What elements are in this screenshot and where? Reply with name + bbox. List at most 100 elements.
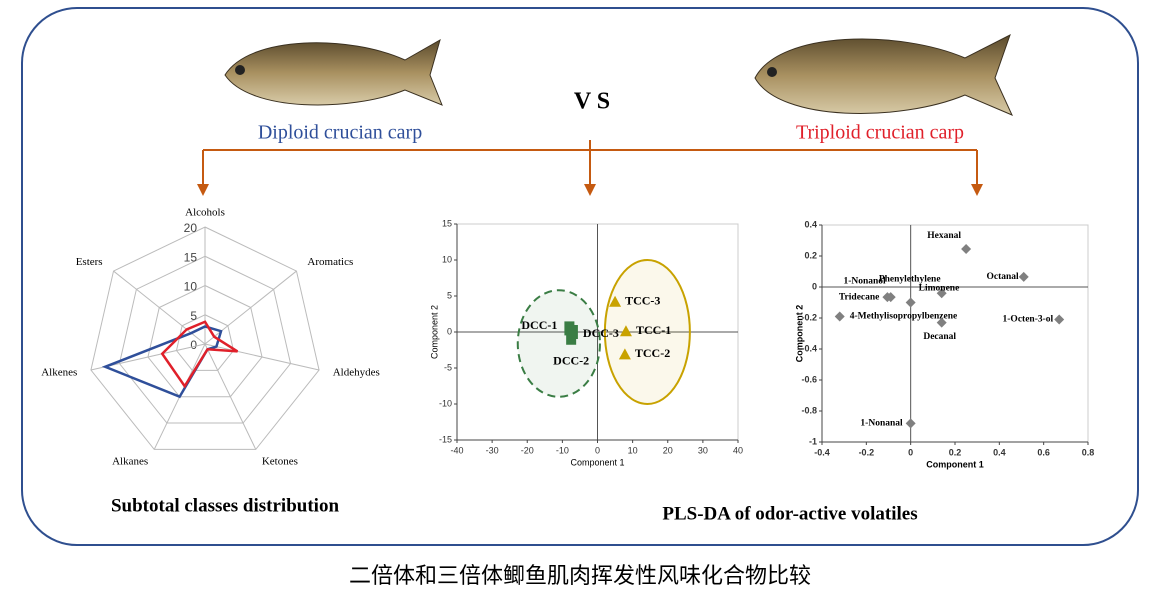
point-label: Hexanal — [927, 231, 961, 241]
x-tick-label: 0.4 — [993, 447, 1006, 457]
x-tick-label: 10 — [628, 445, 638, 455]
point — [882, 292, 893, 303]
fish-right — [754, 33, 1013, 116]
category-label: Alcohols — [185, 207, 225, 219]
x-tick-label: -0.4 — [814, 447, 830, 457]
vs-label: V S — [574, 89, 610, 115]
ring — [147, 284, 263, 398]
ring — [90, 226, 320, 450]
y-tick-label: -5 — [444, 362, 452, 372]
y-tick-label: 0.4 — [804, 219, 817, 229]
point-label: DCC-2 — [553, 354, 589, 368]
radar-line — [101, 325, 223, 399]
x-tick-label: 0.8 — [1082, 447, 1095, 457]
y-tick-label: 0 — [447, 326, 452, 336]
point-label: TCC-3 — [625, 294, 660, 308]
x-tick-label: 20 — [663, 445, 673, 455]
radar-line — [160, 320, 239, 389]
point-label: 1-Octen-3-ol — [1003, 315, 1054, 325]
x-tick-label: -40 — [450, 445, 463, 455]
x-axis-label: Component 1 — [926, 459, 984, 469]
right-label: Triploid crucian carp — [796, 122, 964, 144]
point-label: TCC-1 — [636, 323, 671, 337]
point — [936, 288, 947, 299]
point — [566, 330, 577, 345]
category-label: Alkanes — [112, 456, 148, 468]
x-tick-label: -20 — [521, 445, 534, 455]
x-tick-label: 30 — [698, 445, 708, 455]
point-label: Limonene — [919, 284, 960, 294]
chart-title: PLS-DA of odor-active volatiles — [662, 503, 917, 524]
x-tick-label: 0.2 — [949, 447, 962, 457]
y-tick-label: 15 — [442, 218, 452, 228]
point — [618, 348, 631, 360]
x-tick-label: 0 — [595, 445, 600, 455]
y-tick-label: -0.2 — [801, 312, 817, 322]
point-label: 1-Nonanol — [843, 276, 886, 286]
point-label: TCC-2 — [635, 346, 670, 360]
point — [834, 311, 845, 322]
y-tick-label: -0.8 — [801, 405, 817, 415]
r-tick-label: 15 — [184, 250, 198, 264]
r-tick-label: 5 — [190, 309, 197, 323]
x-tick-label: 40 — [733, 445, 743, 455]
ring — [118, 255, 292, 424]
y-tick-label: -15 — [439, 434, 452, 444]
confidence-ellipse — [603, 259, 691, 405]
x-tick-label: 0.6 — [1037, 447, 1050, 457]
x-tick-label: 0 — [908, 447, 913, 457]
y-tick-label: -0.6 — [801, 374, 817, 384]
point-label: 4-Methylisopropylbenzene — [850, 312, 958, 322]
chart-title: Subtotal classes distribution — [111, 495, 339, 516]
confidence-ellipse — [516, 289, 601, 398]
x-tick-label: -10 — [556, 445, 569, 455]
ring — [175, 314, 235, 371]
y-tick-label: 0 — [812, 281, 817, 291]
point-label: Phenylethylene — [879, 274, 941, 284]
x-axis-label: Component 1 — [570, 457, 624, 467]
spoke — [113, 270, 206, 345]
point — [619, 325, 632, 337]
spoke — [204, 343, 257, 450]
x-tick-label: -0.2 — [859, 447, 875, 457]
r-tick-label: 0 — [190, 338, 197, 352]
point-label: Octanal — [987, 272, 1020, 282]
category-label: Alkenes — [41, 367, 77, 379]
y-axis-label: Component 2 — [429, 305, 439, 359]
r-tick-label: 10 — [184, 280, 198, 294]
point-label: 1-Nonanal — [860, 419, 903, 429]
category-label: Aldehydes — [333, 367, 380, 379]
y-tick-label: -0.4 — [801, 343, 817, 353]
point — [609, 295, 622, 307]
spoke — [204, 270, 297, 345]
point — [905, 418, 916, 429]
y-tick-label: 5 — [447, 290, 452, 300]
y-tick-label: -10 — [439, 398, 452, 408]
category-label: Aromatics — [307, 256, 353, 268]
point-label: Decanal — [923, 332, 956, 342]
connectors — [197, 140, 983, 196]
category-label: Ketones — [262, 456, 298, 468]
frame — [21, 7, 1139, 546]
left-label: Diploid crucian carp — [258, 122, 422, 144]
y-axis-label: Component 2 — [794, 305, 804, 363]
point — [936, 317, 947, 328]
fish-left — [224, 38, 443, 106]
x-tick-label: -30 — [486, 445, 499, 455]
point-label: DCC-1 — [521, 318, 557, 332]
point — [1018, 271, 1029, 282]
point-label: Tridecane — [839, 292, 879, 302]
point — [961, 244, 972, 255]
spoke — [204, 343, 320, 371]
point-label: DCC-3 — [583, 326, 619, 340]
r-tick-label: 20 — [184, 221, 198, 235]
point — [1054, 314, 1065, 325]
caption: 二倍体和三倍体鲫鱼肌肉挥发性风味化合物比较 — [349, 563, 811, 588]
y-tick-label: -1 — [809, 436, 817, 446]
y-tick-label: 0.2 — [804, 250, 817, 260]
category-label: Esters — [76, 256, 103, 268]
y-tick-label: 10 — [442, 254, 452, 264]
point — [905, 297, 916, 308]
